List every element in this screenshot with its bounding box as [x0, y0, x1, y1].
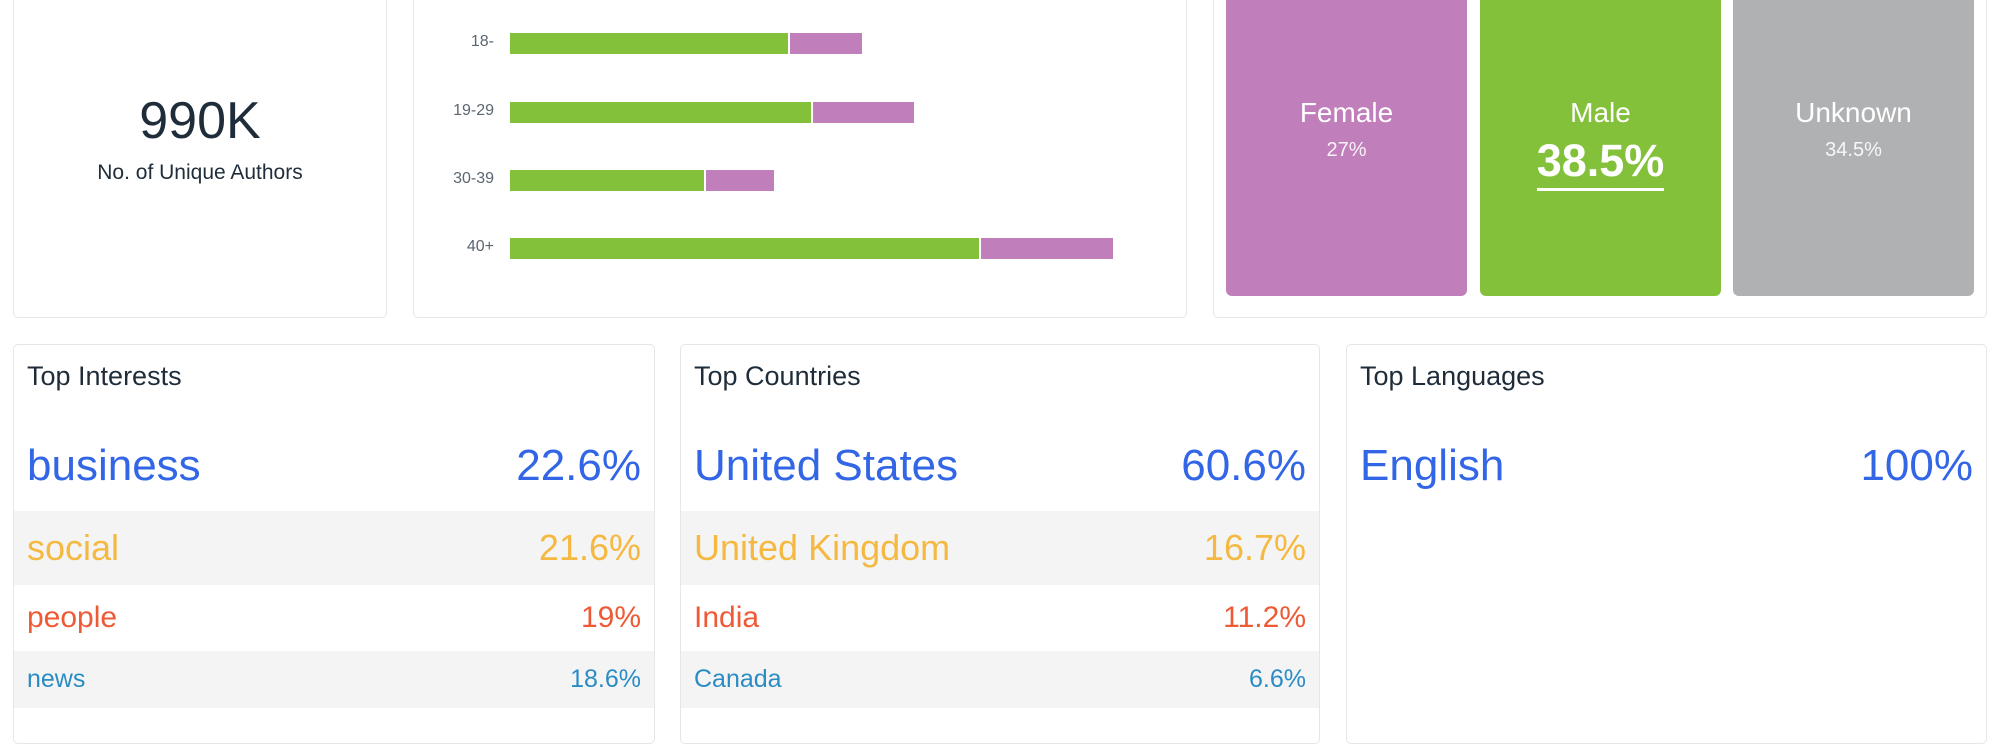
- item-name: social: [27, 527, 120, 568]
- unique-authors-value: 990K: [139, 92, 261, 150]
- male-bar[interactable]: [510, 102, 812, 123]
- age-category-label: 19-29: [453, 102, 494, 119]
- item-percent: 19%: [580, 601, 641, 634]
- list-item[interactable]: United States 60.6%: [681, 421, 1319, 511]
- card-title: Top Languages: [1360, 361, 1545, 391]
- female-bar[interactable]: [981, 238, 1113, 259]
- item-percent: 22.6%: [516, 441, 641, 490]
- gender-card: Female 27% Male 38.5% Unknown 34.5%: [1213, 0, 1987, 318]
- unique-authors-card: 990K No. of Unique Authors: [13, 0, 387, 318]
- top-interests-card: Top Interests business 22.6% social 21.6% peo…: [13, 344, 655, 744]
- item-percent: 18.6%: [570, 665, 641, 693]
- gender-percent: 27%: [1326, 139, 1367, 161]
- gender-percent: 34.5%: [1825, 139, 1882, 161]
- age-category-label: 40+: [466, 238, 494, 255]
- age-chart-card: 18- 19-29 30-39 40+: [413, 0, 1187, 318]
- unique-authors-label: No. of Unique Authors: [97, 161, 303, 184]
- item-name: English: [1360, 441, 1505, 490]
- gender-percent-value: 38.5%: [1536, 135, 1665, 191]
- list-item[interactable]: United Kingdom 16.7%: [681, 511, 1319, 585]
- item-name: India: [694, 601, 760, 634]
- item-name: business: [27, 441, 201, 490]
- top-languages-card: Top Languages English 100%: [1346, 344, 1987, 744]
- gender-box-female[interactable]: Female 27%: [1226, 0, 1467, 296]
- list-item[interactable]: India 11.2%: [681, 585, 1319, 651]
- gender-label: Unknown: [1795, 97, 1912, 128]
- card-title: Top Countries: [694, 361, 861, 391]
- gender-label: Female: [1299, 97, 1394, 128]
- list-item[interactable]: social 21.6%: [14, 511, 654, 585]
- age-category-label: 18-: [470, 33, 494, 50]
- gender-label: Male: [1570, 97, 1631, 128]
- male-bar[interactable]: [510, 170, 704, 191]
- item-percent: 6.6%: [1249, 665, 1306, 693]
- item-name: news: [27, 665, 86, 693]
- gender-box-unknown[interactable]: Unknown 34.5%: [1733, 0, 1974, 296]
- female-bar[interactable]: [705, 170, 774, 191]
- list-item[interactable]: business 22.6%: [14, 421, 654, 511]
- item-name: Canada: [694, 665, 782, 693]
- age-category-label: 30-39: [453, 170, 494, 187]
- male-bar[interactable]: [510, 33, 789, 54]
- gender-percent: 38.5%: [1480, 135, 1721, 191]
- item-name: people: [27, 601, 118, 634]
- list-item[interactable]: news 18.6%: [14, 651, 654, 708]
- card-title: Top Interests: [27, 361, 182, 391]
- item-percent: 60.6%: [1181, 441, 1306, 490]
- list-item[interactable]: English 100%: [1347, 421, 1986, 511]
- female-bar[interactable]: [813, 102, 914, 123]
- list-item[interactable]: Canada 6.6%: [681, 651, 1319, 708]
- top-countries-card: Top Countries United States 60.6% United Ki…: [680, 344, 1320, 744]
- item-percent: 21.6%: [538, 527, 641, 568]
- item-percent: 16.7%: [1203, 527, 1306, 568]
- item-name: United States: [694, 441, 959, 490]
- female-bar[interactable]: [790, 33, 862, 54]
- male-bar[interactable]: [510, 238, 980, 259]
- list-item[interactable]: people 19%: [14, 585, 654, 651]
- gender-box-male[interactable]: Male 38.5%: [1480, 0, 1721, 296]
- item-percent: 11.2%: [1223, 601, 1306, 634]
- item-percent: 100%: [1860, 441, 1973, 490]
- item-name: United Kingdom: [694, 527, 951, 568]
